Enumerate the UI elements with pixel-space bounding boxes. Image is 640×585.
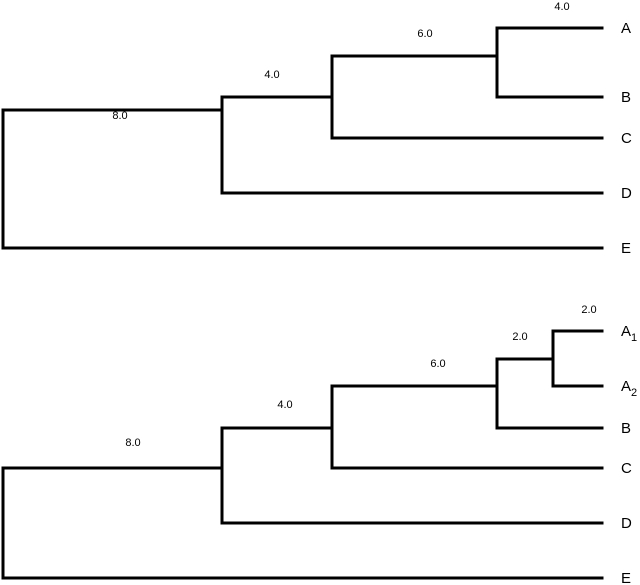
leaf-label: B: [621, 89, 631, 106]
leaf-name: C: [621, 460, 632, 477]
tree-2-length-label: 8.0: [125, 437, 140, 449]
tree-1-length-label: 4.0: [554, 1, 569, 13]
tree-1-length-label: 8.0: [112, 110, 127, 122]
leaf-name: B: [621, 89, 631, 106]
leaf-label: A: [621, 20, 631, 37]
leaf-name: D: [621, 515, 632, 532]
leaf-subscript: 2: [631, 387, 637, 399]
leaf-subscript: 1: [631, 332, 637, 344]
tree-1-length-label: 4.0: [264, 69, 279, 81]
tree-2-node1-branch: [220, 426, 604, 525]
leaf-label: A1: [621, 323, 637, 344]
leaf-name: A: [621, 323, 631, 340]
tree-1-node1-branch: [220, 95, 604, 195]
tree-2-length-label: 2.0: [581, 304, 596, 316]
leaf-name: A: [621, 20, 631, 37]
tree-1-node3-branch: [495, 26, 604, 99]
leaf-name: B: [621, 420, 631, 437]
leaf-label: B: [621, 420, 631, 437]
tree-2-root-branch: [1, 466, 604, 580]
leaf-label: C: [621, 460, 632, 477]
tree-2-length-label: 4.0: [277, 399, 292, 411]
tree-1-length-label: 6.0: [417, 28, 432, 40]
tree-2-branch-labels: 8.0 4.0 6.0 2.0 2.0: [125, 304, 596, 449]
tree-2: 8.0 4.0 6.0 2.0 2.0 A1 A2 B C D E: [1, 304, 637, 585]
tree-2-length-label: 6.0: [430, 358, 445, 370]
leaf-label: C: [621, 130, 632, 147]
leaf-label: A2: [621, 378, 637, 399]
leaf-label: E: [621, 570, 631, 585]
tree-1-branch-labels: 8.0 4.0 6.0 4.0: [112, 1, 569, 122]
leaf-label: D: [621, 185, 632, 202]
leaf-name: E: [621, 240, 631, 257]
tree-1-leaf-labels: A B C D E: [621, 20, 632, 257]
tree-2-node3-branch: [495, 357, 604, 430]
tree-2-length-label: 2.0: [512, 331, 527, 343]
tree-1-root-branch: [1, 108, 604, 250]
tree-2-branches: [1, 329, 604, 580]
tree-2-node2-branch: [330, 384, 604, 470]
tree-2-node4-branch: [551, 329, 604, 388]
leaf-label: D: [621, 515, 632, 532]
tree-2-leaf-labels: A1 A2 B C D E: [621, 323, 637, 585]
leaf-label: E: [621, 240, 631, 257]
leaf-name: E: [621, 570, 631, 585]
leaf-name: A: [621, 378, 631, 395]
tree-1-node2-branch: [330, 54, 604, 140]
tree-1-branches: [1, 26, 604, 250]
leaf-name: C: [621, 130, 632, 147]
tree-1: 8.0 4.0 6.0 4.0 A B C D E: [1, 1, 632, 257]
leaf-name: D: [621, 185, 632, 202]
